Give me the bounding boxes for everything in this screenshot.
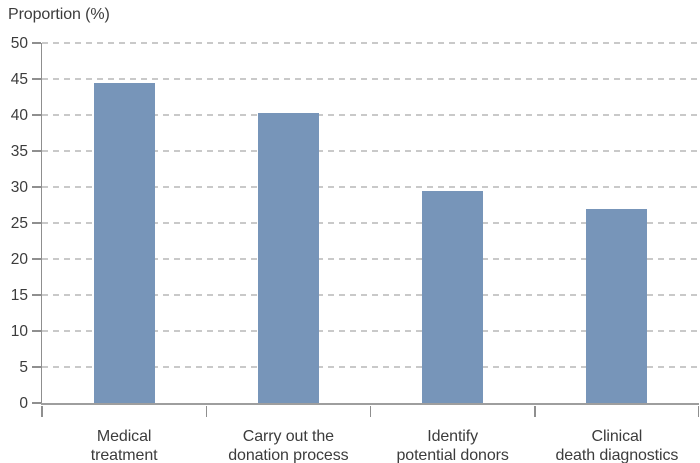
- y-tick-mark: [32, 78, 41, 80]
- y-tick-label: 10: [10, 322, 28, 340]
- x-boundary-tick: [369, 406, 372, 417]
- y-tick-mark: [32, 294, 41, 296]
- x-category-label: Clinical death diagnostics: [555, 428, 679, 463]
- y-tick-label: 25: [10, 214, 28, 232]
- x-boundary-tick: [41, 406, 43, 417]
- y-tick-mark: [32, 222, 41, 224]
- gridline: [42, 330, 699, 332]
- x-category-label: Carry out the donation process: [228, 428, 349, 463]
- y-tick-mark: [32, 330, 41, 332]
- y-tick-label: 40: [10, 106, 28, 124]
- y-tick-label: 20: [10, 250, 28, 268]
- chart-title: Proportion (%): [8, 6, 110, 23]
- y-tick-mark: [32, 366, 41, 368]
- gridline: [42, 258, 699, 260]
- y-tick-label: 15: [10, 286, 28, 304]
- y-tick-mark: [32, 114, 41, 116]
- y-tick-mark: [32, 150, 41, 152]
- gridline: [42, 150, 699, 152]
- y-tick-label: 5: [19, 358, 28, 376]
- gridline: [42, 42, 699, 44]
- x-boundary-tick: [697, 406, 699, 417]
- y-tick-label: 0: [19, 394, 28, 412]
- gridline: [42, 186, 699, 188]
- bar: [257, 112, 319, 403]
- y-tick-label: 50: [10, 34, 28, 52]
- y-tick-label: 35: [10, 142, 28, 160]
- gridline: [42, 294, 699, 296]
- y-tick-label: 30: [10, 178, 28, 196]
- bar: [586, 209, 648, 403]
- y-tick-mark: [32, 402, 41, 404]
- gridline: [42, 366, 699, 368]
- plot-area: [40, 42, 699, 405]
- y-tick-mark: [32, 258, 41, 260]
- bar: [93, 83, 155, 403]
- y-tick-mark: [32, 42, 41, 44]
- y-tick-mark: [32, 186, 41, 188]
- gridline: [42, 78, 699, 80]
- y-tick-label: 45: [10, 70, 28, 88]
- x-boundary-tick: [534, 406, 536, 417]
- y-axis-line: [40, 43, 42, 403]
- bar: [422, 190, 484, 403]
- gridline: [42, 222, 699, 224]
- x-category-label: Medical treatment: [90, 428, 158, 463]
- gridline: [42, 114, 699, 116]
- x-boundary-tick: [205, 406, 207, 417]
- x-axis-line: [40, 403, 699, 405]
- x-category-label: Identify potential donors: [396, 428, 509, 463]
